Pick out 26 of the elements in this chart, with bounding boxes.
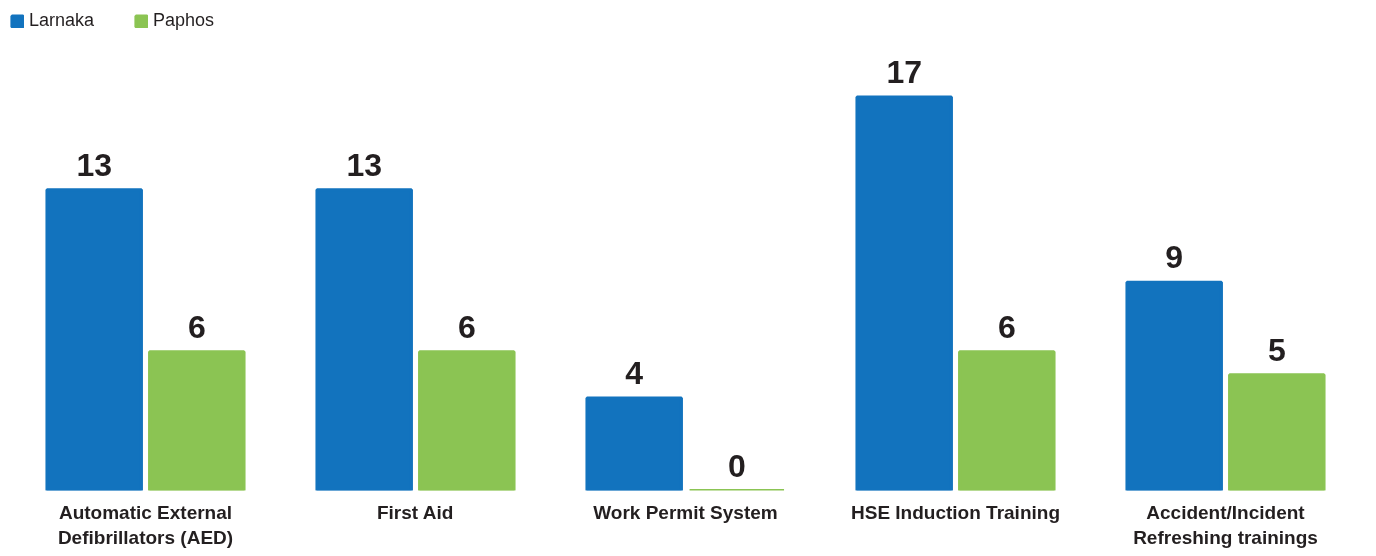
- data-label: 0: [727, 447, 746, 484]
- data-label: 9: [1165, 239, 1184, 276]
- bar: [148, 350, 246, 491]
- x-tick-label: First Aid: [376, 501, 454, 523]
- bar: [958, 350, 1056, 491]
- bar: [855, 95, 953, 491]
- x-tick-label: Work Permit System: [593, 501, 778, 523]
- data-label: 6: [187, 308, 206, 345]
- data-label: 13: [346, 146, 382, 183]
- bar: [585, 396, 683, 491]
- bar: [45, 188, 143, 491]
- bar: [418, 350, 516, 491]
- x-tick-label: HSE Induction Training: [851, 501, 1060, 523]
- data-label: 5: [1267, 331, 1286, 368]
- x-tick-label: Automatic External Defibrillators (AED): [57, 501, 234, 548]
- legend-label: Larnaka: [29, 10, 95, 31]
- x-tick-label: Accident/Incident Refreshing trainings: [1133, 501, 1318, 548]
- data-label: 13: [76, 146, 112, 183]
- data-label: 6: [997, 308, 1016, 345]
- data-label: 17: [886, 54, 922, 91]
- legend-label: Paphos: [153, 10, 215, 31]
- data-label: 4: [625, 354, 644, 391]
- bar: [315, 188, 413, 491]
- bar: [1228, 373, 1326, 491]
- bar: [1125, 280, 1223, 491]
- data-label: 6: [457, 308, 476, 345]
